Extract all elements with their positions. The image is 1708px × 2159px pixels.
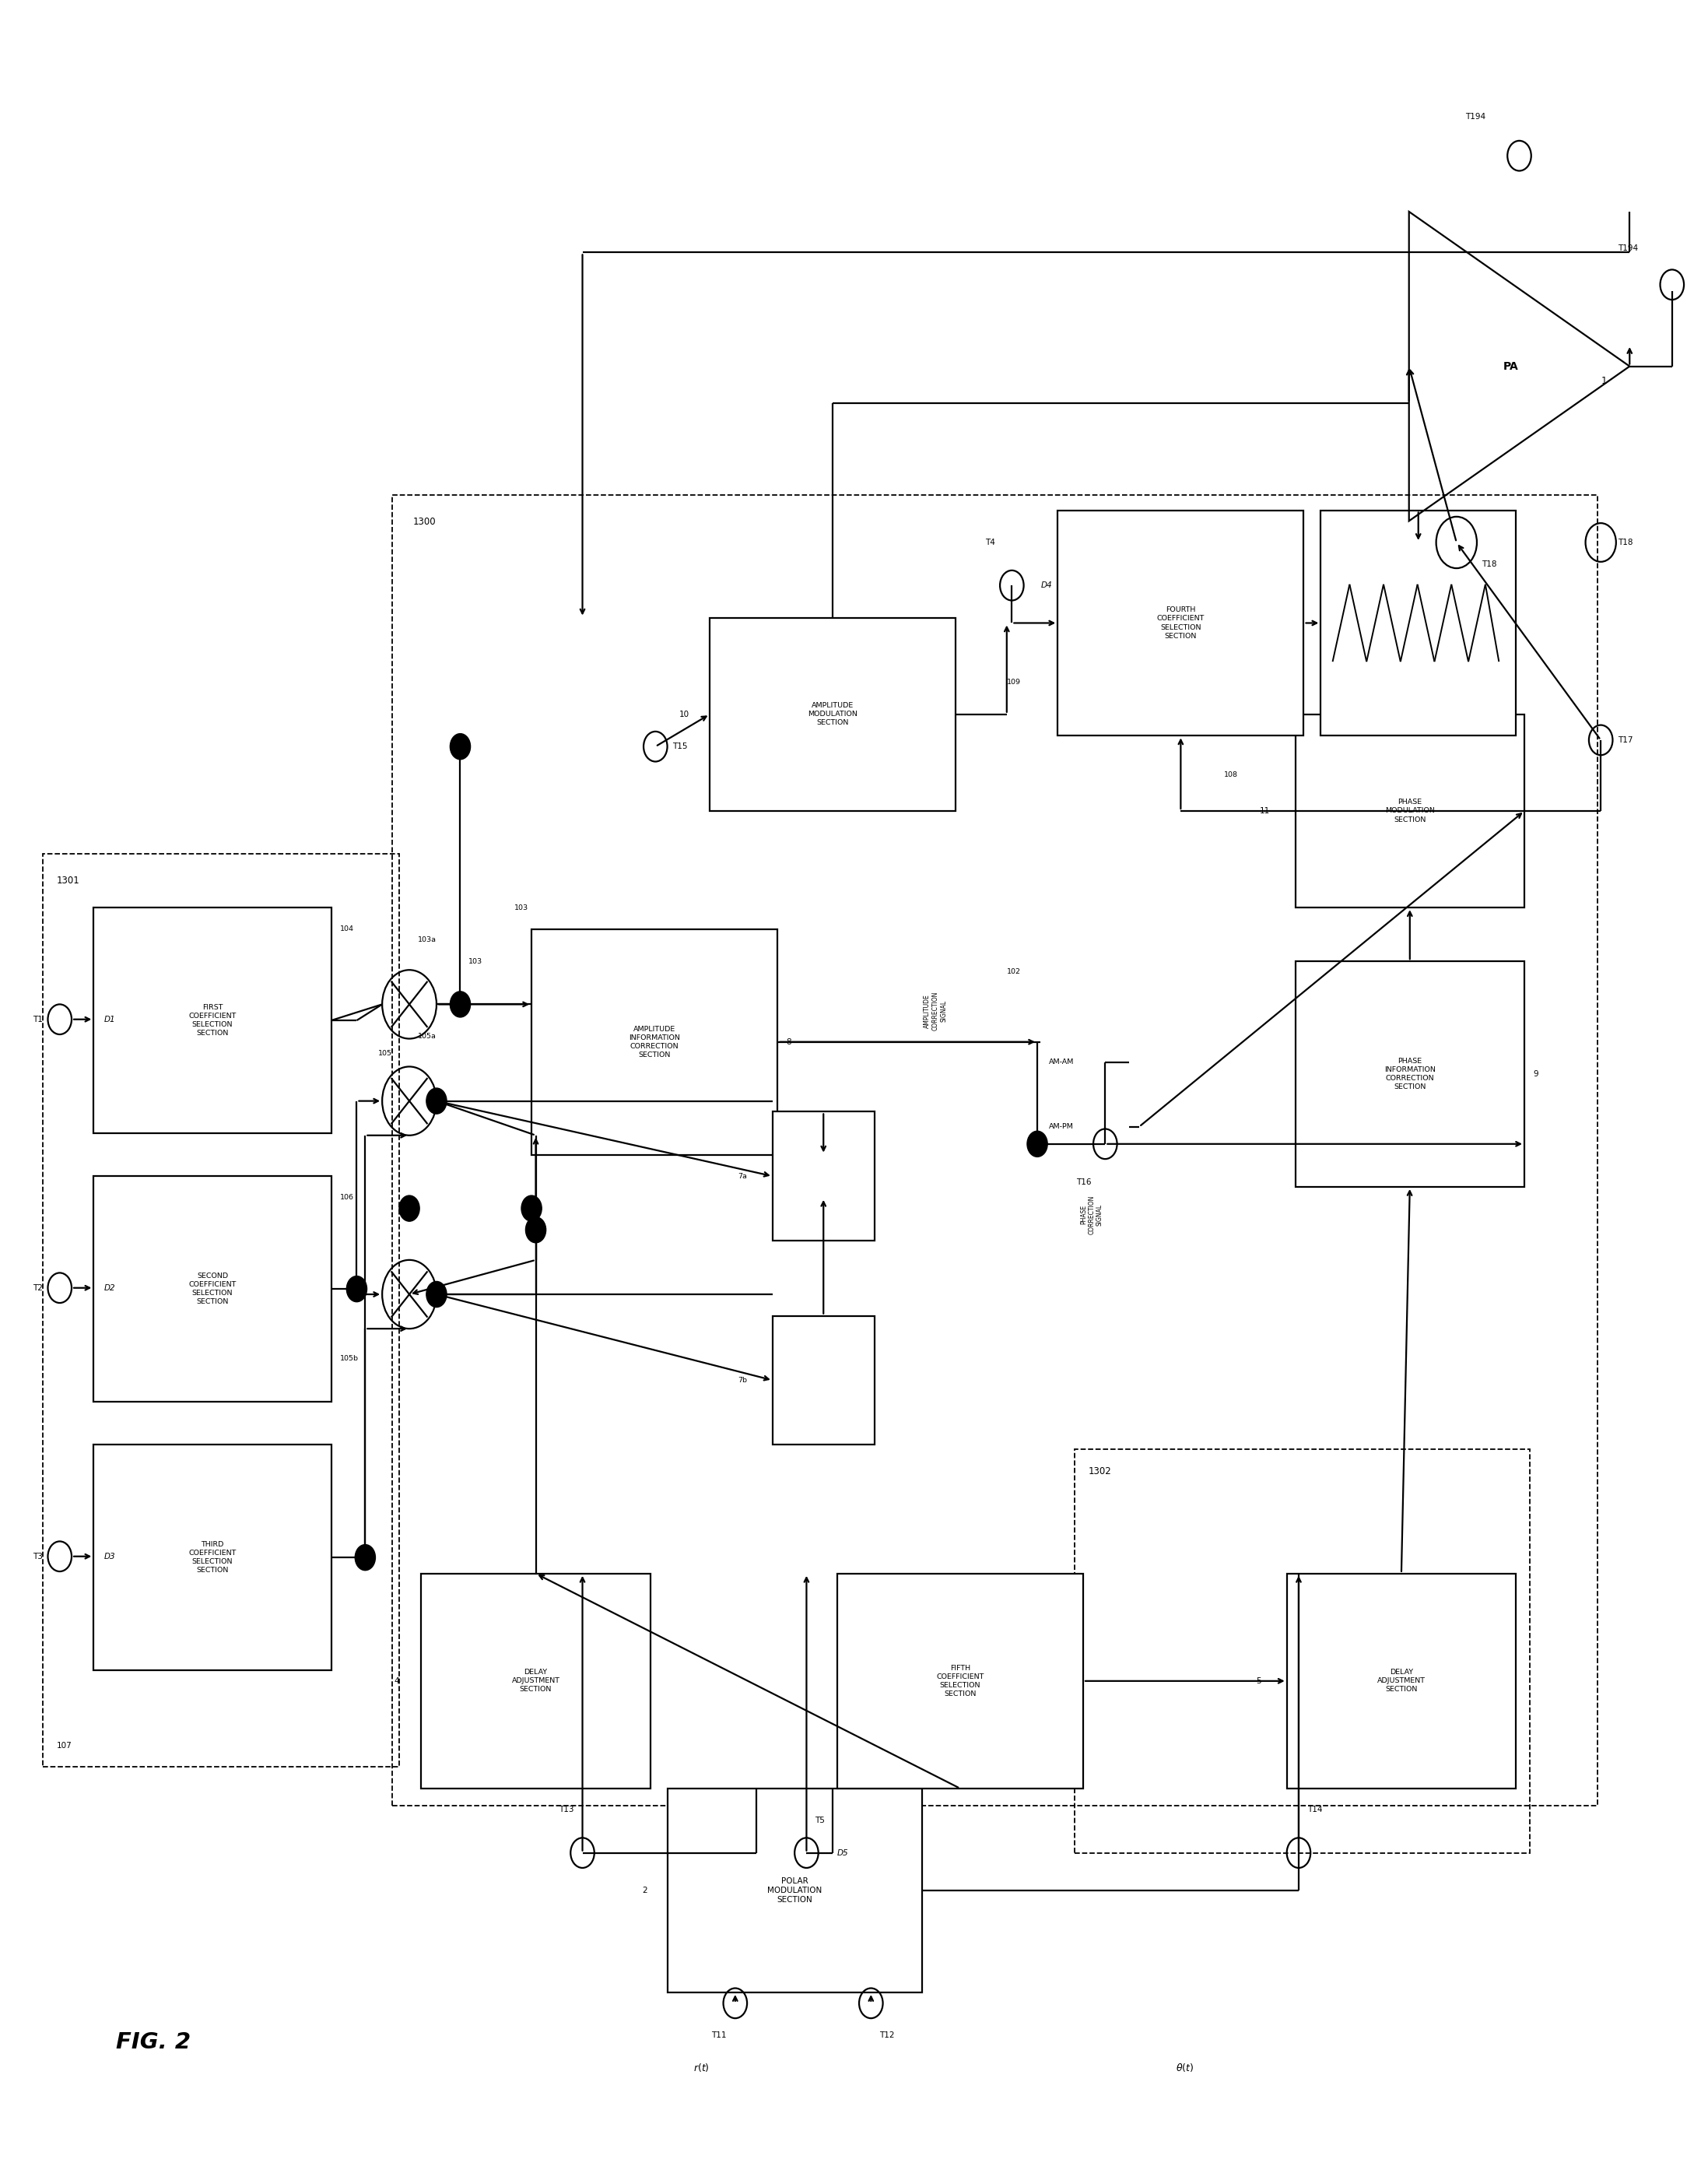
Bar [1057,510,1303,736]
Bar [1286,1574,1517,1788]
Text: THIRD
COEFFICIENT
SELECTION
SECTION: THIRD COEFFICIENT SELECTION SECTION [188,1542,236,1574]
Text: 108: 108 [1225,771,1238,777]
Circle shape [526,1218,547,1244]
Text: PHASE
INFORMATION
CORRECTION
SECTION: PHASE INFORMATION CORRECTION SECTION [1383,1058,1435,1090]
Bar [43,855,400,1766]
Text: 1302: 1302 [1088,1466,1112,1477]
Text: 107: 107 [56,1742,72,1749]
Bar [772,1112,874,1241]
Circle shape [347,1276,367,1302]
Text: T11: T11 [712,2032,726,2040]
Text: T15: T15 [673,743,688,751]
Text: AMPLITUDE
CORRECTION
SIGNAL: AMPLITUDE CORRECTION SIGNAL [924,991,946,1030]
Bar [1074,1449,1529,1852]
Circle shape [451,991,470,1017]
Text: AMPLITUDE
INFORMATION
CORRECTION
SECTION: AMPLITUDE INFORMATION CORRECTION SECTION [629,1026,680,1058]
Circle shape [427,1088,447,1114]
Bar [531,928,777,1155]
Text: 1300: 1300 [413,516,436,527]
Bar [94,1444,331,1671]
Text: T16: T16 [1076,1179,1091,1187]
Text: FIRST
COEFFICIENT
SELECTION
SECTION: FIRST COEFFICIENT SELECTION SECTION [188,1004,236,1036]
Text: DELAY
ADJUSTMENT
SECTION: DELAY ADJUSTMENT SECTION [512,1669,560,1693]
Text: FIFTH
COEFFICIENT
SELECTION
SECTION: FIFTH COEFFICIENT SELECTION SECTION [936,1665,984,1697]
Text: 8: 8 [786,1038,791,1045]
Text: 103: 103 [468,959,483,965]
Text: SECOND
COEFFICIENT
SELECTION
SECTION: SECOND COEFFICIENT SELECTION SECTION [188,1272,236,1306]
Text: 105a: 105a [418,1032,437,1041]
Text: T18: T18 [1617,538,1633,546]
Text: POLAR
MODULATION
SECTION: POLAR MODULATION SECTION [767,1876,822,1904]
Text: $\theta(t)$: $\theta(t)$ [1175,2062,1194,2073]
Text: 103: 103 [514,905,529,911]
Bar [668,1788,922,1993]
Text: T194: T194 [1617,244,1638,253]
Bar [772,1315,874,1444]
Circle shape [355,1544,376,1570]
Circle shape [400,1196,420,1222]
Text: T18: T18 [1483,559,1498,568]
Text: T12: T12 [880,2032,895,2040]
Text: FIG. 2: FIG. 2 [116,2032,191,2053]
Text: 11: 11 [1259,807,1269,814]
Bar [1295,961,1525,1187]
Bar [837,1574,1083,1788]
Text: AM-AM: AM-AM [1049,1058,1074,1067]
Bar [1295,715,1525,907]
Text: 102: 102 [1006,969,1021,976]
Text: 7b: 7b [738,1377,746,1384]
Text: 103a: 103a [418,937,437,943]
Text: AMPLITUDE
MODULATION
SECTION: AMPLITUDE MODULATION SECTION [808,702,857,725]
Text: PHASE
CORRECTION
SIGNAL: PHASE CORRECTION SIGNAL [1079,1196,1103,1235]
Bar [422,1574,651,1788]
Text: D4: D4 [1040,581,1052,589]
Text: T13: T13 [559,1805,574,1814]
Text: T3: T3 [32,1552,43,1561]
Text: D1: D1 [104,1015,114,1023]
Text: D3: D3 [104,1552,114,1561]
Text: 106: 106 [340,1194,354,1200]
Text: D5: D5 [837,1848,849,1857]
Text: 4: 4 [395,1678,400,1684]
Text: T1: T1 [32,1015,43,1023]
Text: DELAY
ADJUSTMENT
SECTION: DELAY ADJUSTMENT SECTION [1377,1669,1426,1693]
Text: 1: 1 [1600,376,1607,386]
Circle shape [521,1196,541,1222]
Text: 104: 104 [340,926,354,933]
Text: PA: PA [1503,361,1518,371]
Text: D2: D2 [104,1285,114,1291]
Text: 105b: 105b [340,1356,359,1362]
Text: 2: 2 [642,1887,647,1893]
Circle shape [1027,1131,1047,1157]
Text: $r(t)$: $r(t)$ [693,2062,709,2073]
Text: T2: T2 [32,1285,43,1291]
Text: T17: T17 [1617,736,1633,745]
Bar [94,907,331,1133]
Text: 1301: 1301 [56,874,80,885]
Text: 105: 105 [379,1049,393,1058]
Text: T5: T5 [815,1816,825,1824]
Text: T194: T194 [1465,112,1486,121]
Text: 7a: 7a [738,1172,746,1179]
Text: FOURTH
COEFFICIENT
SELECTION
SECTION: FOURTH COEFFICIENT SELECTION SECTION [1156,607,1204,639]
Bar [1320,510,1517,736]
Text: AM-PM: AM-PM [1049,1123,1074,1131]
Bar [393,494,1597,1805]
Text: 109: 109 [1006,678,1021,687]
Circle shape [451,734,470,760]
Circle shape [427,1282,447,1306]
Bar [94,1177,331,1401]
Text: PHASE
MODULATION
SECTION: PHASE MODULATION SECTION [1385,799,1435,823]
Bar [711,617,956,812]
Text: 10: 10 [680,710,690,719]
Text: T4: T4 [986,538,994,546]
Text: 5: 5 [1255,1678,1261,1684]
Text: 9: 9 [1532,1071,1537,1077]
Text: T14: T14 [1307,1805,1322,1814]
